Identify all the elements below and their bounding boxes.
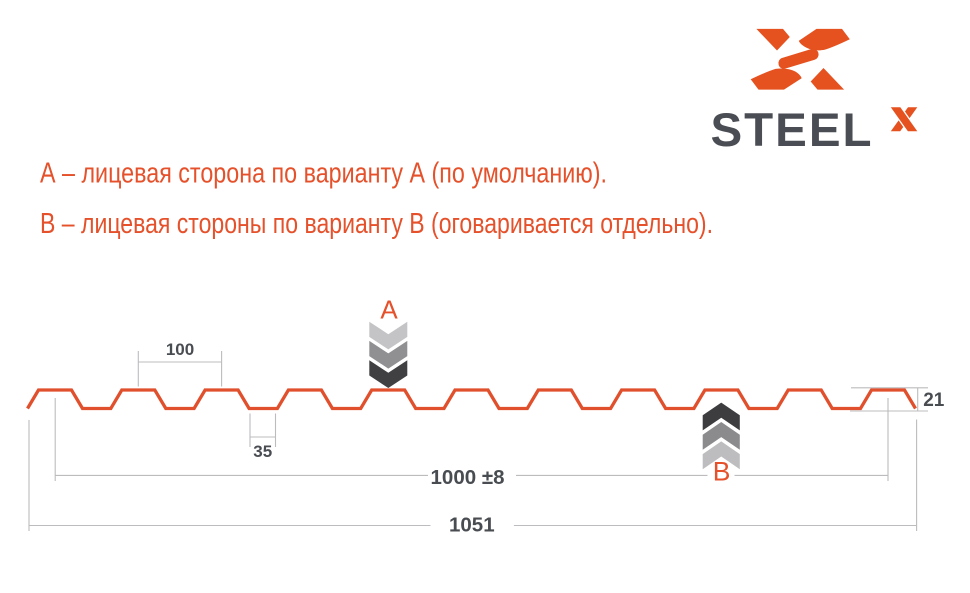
svg-text:100: 100 — [166, 340, 194, 359]
svg-text:STEEL: STEEL — [711, 104, 872, 157]
svg-text:1051: 1051 — [449, 514, 495, 537]
svg-text:А: А — [380, 294, 398, 324]
svg-text:35: 35 — [253, 442, 272, 461]
svg-text:В: В — [713, 457, 731, 487]
svg-text:1000 ±8: 1000 ±8 — [431, 466, 505, 489]
svg-text:В – лицевая стороны по вариант: В – лицевая стороны по варианту В (огова… — [40, 208, 713, 240]
svg-text:21: 21 — [923, 390, 945, 411]
svg-text:А – лицевая сторона по вариант: А – лицевая сторона по варианту А (по ум… — [40, 158, 607, 190]
